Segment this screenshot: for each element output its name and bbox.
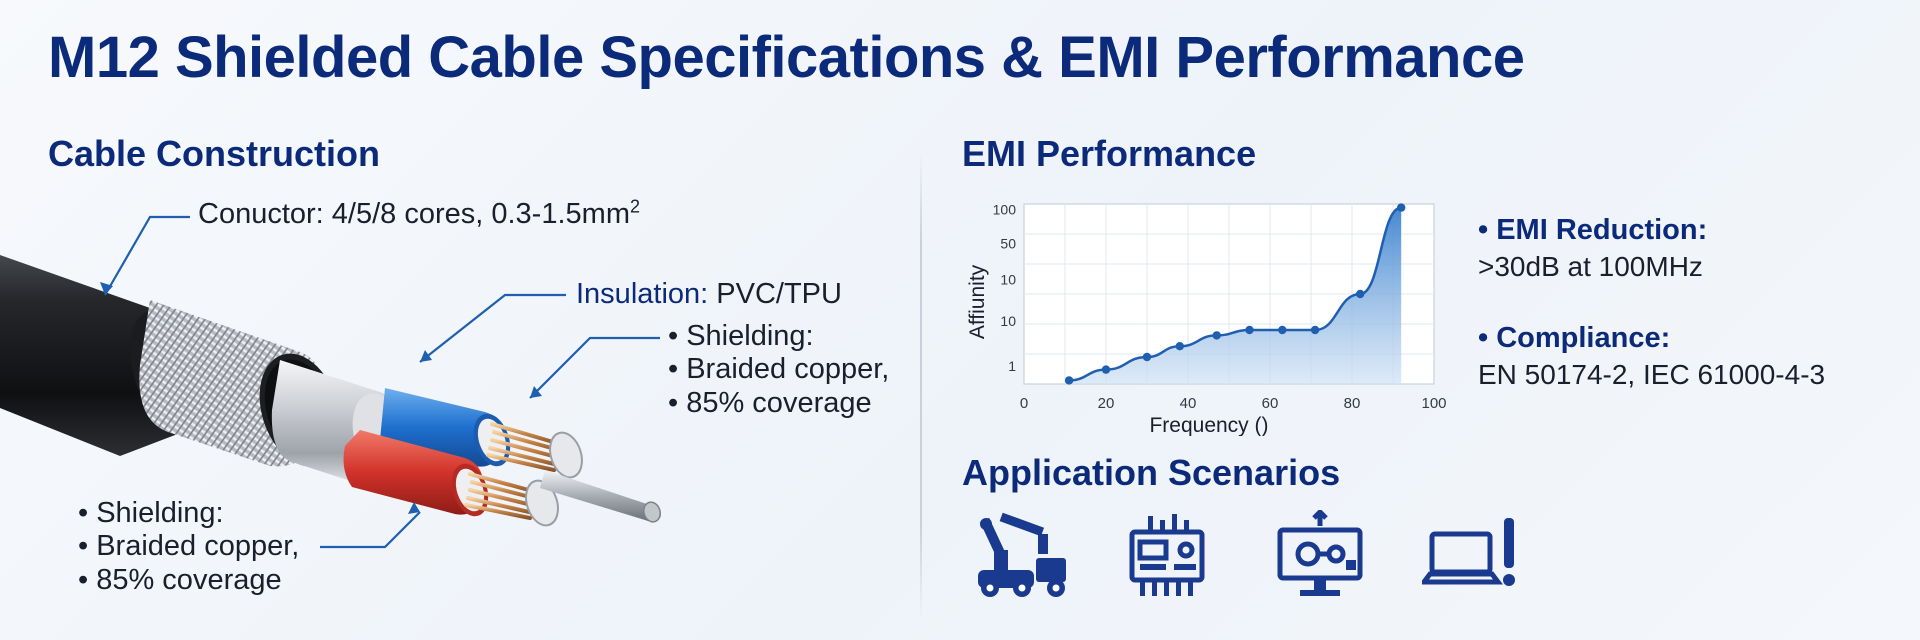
chart-x-tick-label: 40 <box>1180 395 1197 412</box>
chart-data-point <box>1175 342 1184 351</box>
chart-data-point <box>1245 325 1254 335</box>
chart-y-tick-label: 10 <box>1000 272 1016 288</box>
section-divider <box>920 150 922 620</box>
emi-chart: 0 20 40 60 80 100 1 10 10 50 100 Frequency () Affiun… <box>966 201 1447 436</box>
chart-y-tick-label: 50 <box>1000 236 1016 252</box>
shielding-callout-right: • Shielding: • Braided copper, • 85% cov… <box>668 320 889 420</box>
shielding-right-line-3: • 85% coverage <box>668 386 872 419</box>
shielding-left-line-3: • 85% coverage <box>78 563 282 596</box>
shielding-callout-left: • Shielding: • Braided copper, • 85% cov… <box>78 497 299 597</box>
chart-y-axis-label: Affiunity <box>966 264 989 339</box>
application-scenarios-heading: Application Scenarios <box>962 452 1341 493</box>
chart-data-point <box>1212 331 1221 340</box>
chart-x-axis-label: Frequency () <box>1149 414 1268 436</box>
insulation-callout: Insulation: PVC/TPU <box>576 278 842 311</box>
application-icons <box>972 510 1522 600</box>
conductor-callout: Conuctor: 4/5/8 cores, 0.3-1.5mm2 <box>198 196 640 231</box>
cable-illustration <box>0 255 661 527</box>
emi-performance-heading: EMI Performance <box>962 133 1257 174</box>
industrial-robot-icon <box>978 512 1066 597</box>
chart-y-tick-label: 100 <box>993 201 1017 217</box>
shielding-left-line-2: • Braided copper, <box>78 530 300 563</box>
emi-reduction-label: • EMI Reduction: <box>1478 214 1708 246</box>
control-panel-icon <box>1129 514 1205 596</box>
shielding-right-line-2: • Braided copper, <box>668 353 890 386</box>
emi-reduction-value: >30dB at 100MHz <box>1478 251 1703 282</box>
chart-series-line <box>1069 206 1402 382</box>
chart-data-point <box>1397 203 1406 212</box>
monitoring-display-icon <box>1277 510 1363 596</box>
chart-data-point <box>1356 289 1365 299</box>
insulation-key: Insulation: <box>576 278 709 310</box>
chart-x-tick-label: 60 <box>1262 395 1279 412</box>
chart-y-tick-label: 10 <box>1000 313 1016 329</box>
chart-data-point <box>1142 352 1152 362</box>
chart-x-tick-label: 80 <box>1344 395 1361 412</box>
chart-y-tick-label: 1 <box>1008 358 1016 374</box>
cable-construction-heading: Cable Construction <box>48 133 381 174</box>
chart-area-fill <box>1069 207 1402 384</box>
chart-x-tick-label: 20 <box>1098 395 1115 412</box>
chart-data-point <box>1101 365 1111 374</box>
page-title: M12 Shielded Cable Specifications & EMI … <box>48 25 1525 90</box>
insulation-value: PVC/TPU <box>708 278 842 310</box>
shielding-right-line-1: • Shielding: <box>668 320 814 352</box>
chart-x-tick-label: 0 <box>1020 395 1028 412</box>
chart-data-point <box>1278 325 1287 335</box>
chart-data-point <box>1310 325 1320 335</box>
conductor-label: Conuctor: 4/5/8 cores, 0.3-1.5mm <box>198 198 630 230</box>
laptop-alert-icon <box>1422 518 1515 586</box>
chart-x-tick-label: 100 <box>1421 395 1446 412</box>
compliance-stat: • Compliance: EN 50174-2, IEC 61000-4-3 <box>1478 322 1825 391</box>
conductor-superscript: 2 <box>629 196 640 217</box>
chart-data-point <box>1064 376 1074 385</box>
emi-reduction-stat: • EMI Reduction: >30dB at 100MHz <box>1478 214 1707 283</box>
shielding-left-line-1: • Shielding: <box>78 497 224 529</box>
compliance-label: • Compliance: <box>1478 322 1671 354</box>
compliance-value: EN 50174-2, IEC 61000-4-3 <box>1478 359 1826 390</box>
